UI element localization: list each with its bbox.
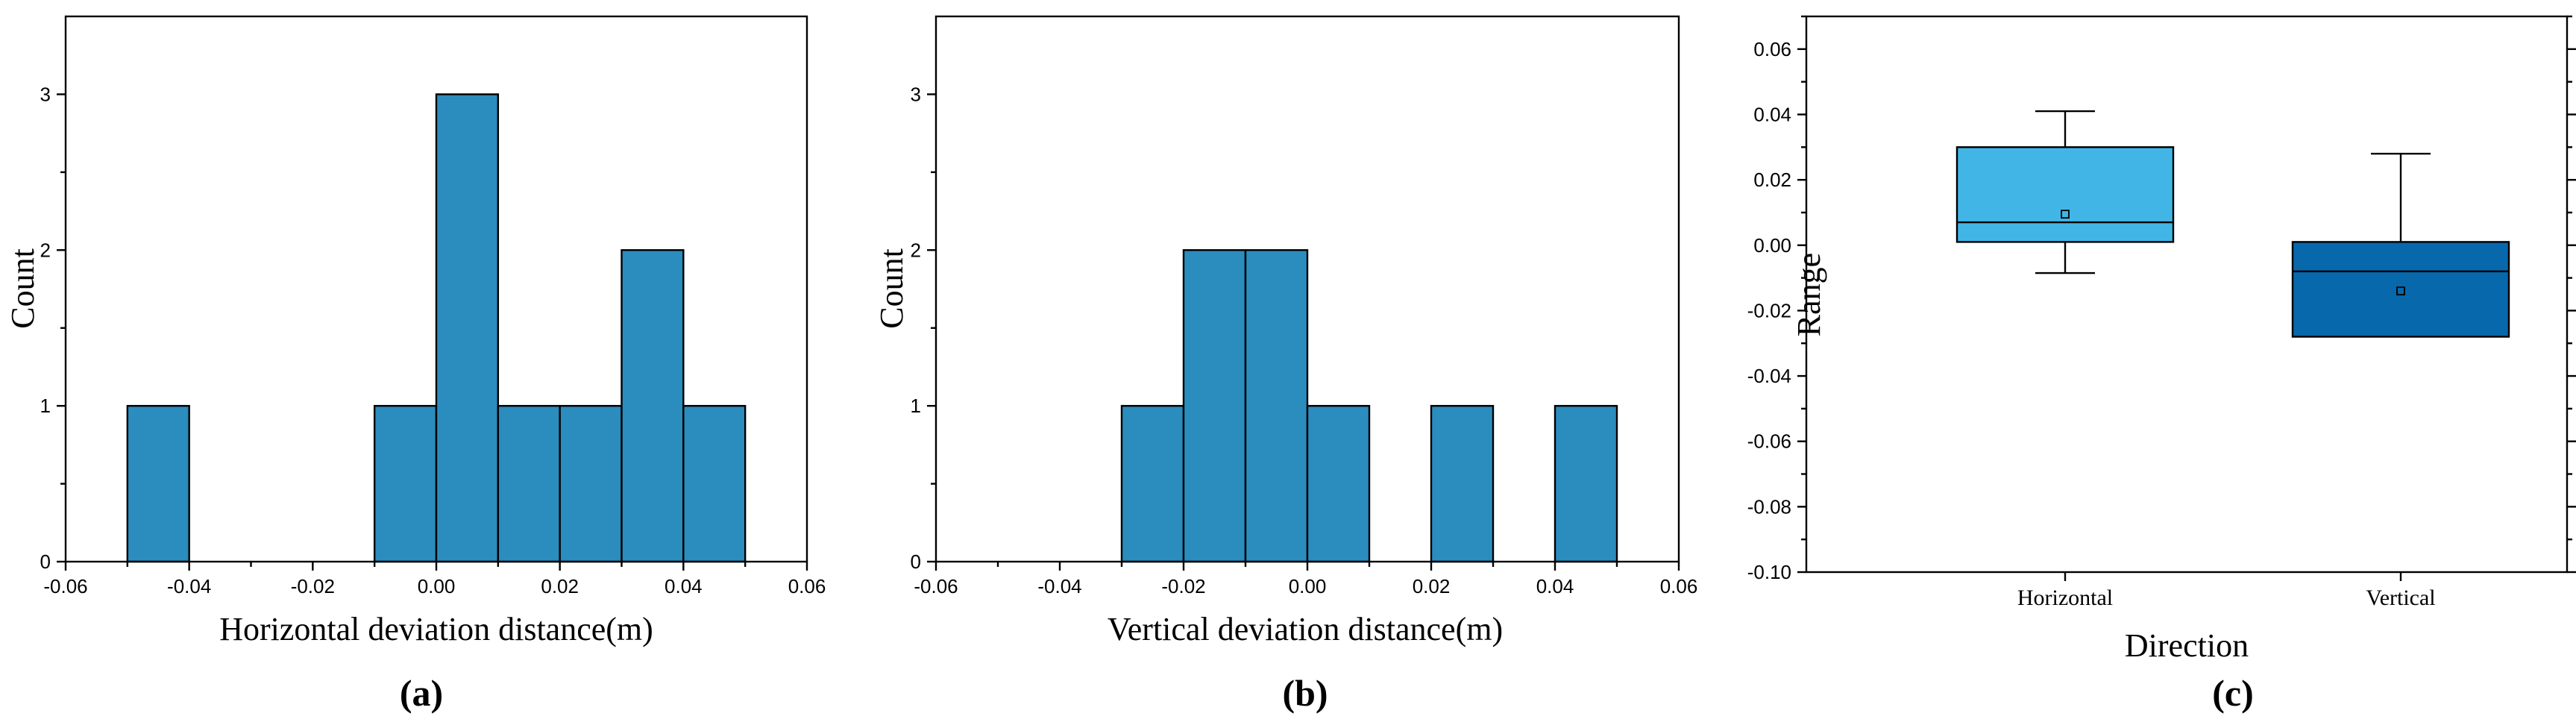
y-tick-label: 3 — [40, 83, 51, 105]
box-horizontal — [1955, 110, 2175, 274]
x-axis-label: Horizontal deviation distance(m) — [219, 611, 653, 647]
axis-ticks: -0.06 -0.04 -0.02 0.00 0.02 0.04 0.06 0 1 2 3 — [40, 83, 826, 597]
y-tick-label: -0.02 — [1747, 299, 1791, 321]
x-tick-label: 0.06 — [1660, 575, 1698, 597]
boxplot-direction: Horizontal Vertical 0.06 0.04 0.02 0.00 -0.02 -… — [1747, 15, 2576, 714]
y-tick-label: -0.06 — [1747, 430, 1791, 453]
x-tick-label: Vertical — [2366, 586, 2435, 610]
histogram-bars — [1120, 249, 1618, 563]
y-tick-label: 2 — [40, 239, 51, 261]
y-tick-label: 3 — [911, 83, 921, 105]
y-tick-label: 0.06 — [1753, 38, 1791, 60]
histogram-horizontal: -0.06 -0.04 -0.02 0.00 0.02 0.04 0.06 0 1 2 3 Hori… — [4, 15, 826, 714]
y-tick-label: 1 — [40, 395, 51, 417]
x-axis-label: Vertical deviation distance(m) — [1108, 611, 1503, 647]
y-tick-label: -0.10 — [1747, 561, 1791, 583]
histogram-vertical: -0.06 -0.04 -0.02 0.00 0.02 0.04 0.06 0 1 2 3 Vert… — [873, 15, 1698, 714]
histogram-bar — [1430, 404, 1495, 563]
y-tick-label: 0.04 — [1753, 103, 1791, 125]
histogram-bar — [559, 404, 623, 563]
y-tick-label: 1 — [911, 395, 921, 417]
x-tick-label: 0.02 — [1413, 575, 1451, 597]
panel-label: (c) — [2212, 672, 2254, 714]
histogram-bar — [1306, 404, 1371, 563]
x-tick-label: -0.06 — [914, 575, 958, 597]
axis-ticks: -0.06 -0.04 -0.02 0.00 0.02 0.04 0.06 0 1 2 3 — [911, 83, 1698, 597]
x-tick-label: -0.02 — [1161, 575, 1205, 597]
x-axis-label: Direction — [2125, 627, 2249, 664]
x-tick-label: 0.06 — [788, 575, 826, 597]
x-tick-label: 0.04 — [1536, 575, 1574, 597]
y-axis-label: Count — [873, 248, 910, 329]
y-tick-label: -0.04 — [1747, 365, 1791, 387]
histogram-bar — [126, 404, 190, 563]
mean-marker — [2396, 286, 2405, 296]
axis-ticks: Horizontal Vertical 0.06 0.04 0.02 0.00 -0.02 -… — [1747, 15, 2576, 610]
histogram-bar — [1120, 404, 1185, 563]
box-vertical — [2291, 152, 2510, 338]
histogram-bar — [1554, 404, 1618, 563]
x-tick-label: 0.00 — [1289, 575, 1327, 597]
y-tick-label: -0.08 — [1747, 495, 1791, 518]
histogram-bar — [497, 404, 561, 563]
x-tick-label: -0.02 — [291, 575, 335, 597]
x-tick-label: -0.06 — [43, 575, 87, 597]
box-iqr — [2291, 241, 2510, 338]
y-axis-label: Count — [4, 248, 41, 329]
y-tick-label: 2 — [911, 239, 921, 261]
plot-frame — [1805, 15, 2569, 574]
x-tick-label: -0.04 — [1037, 575, 1081, 597]
box-iqr — [1955, 146, 2175, 243]
histogram-bars — [126, 93, 747, 563]
y-tick-label: 0.00 — [1753, 234, 1791, 257]
histogram-bar — [1244, 249, 1309, 563]
box-plots — [1955, 110, 2510, 338]
x-tick-label: 0.02 — [541, 575, 579, 597]
panel-label: (a) — [400, 672, 443, 714]
histogram-bar — [1182, 249, 1247, 563]
x-tick-label: -0.04 — [167, 575, 211, 597]
y-tick-label: 0 — [40, 550, 51, 573]
histogram-bar — [682, 404, 747, 563]
x-tick-label: Horizontal — [2017, 586, 2113, 610]
histogram-bar — [373, 404, 438, 563]
x-tick-label: 0.04 — [665, 575, 703, 597]
y-tick-label: 0.02 — [1753, 169, 1791, 191]
y-axis-label: Range — [1791, 253, 1827, 336]
panel-label: (b) — [1282, 672, 1328, 714]
x-tick-label: 0.00 — [418, 575, 456, 597]
histogram-bar — [435, 93, 500, 563]
histogram-bar — [621, 249, 685, 563]
y-tick-label: 0 — [911, 550, 921, 573]
mean-marker — [2061, 210, 2070, 219]
